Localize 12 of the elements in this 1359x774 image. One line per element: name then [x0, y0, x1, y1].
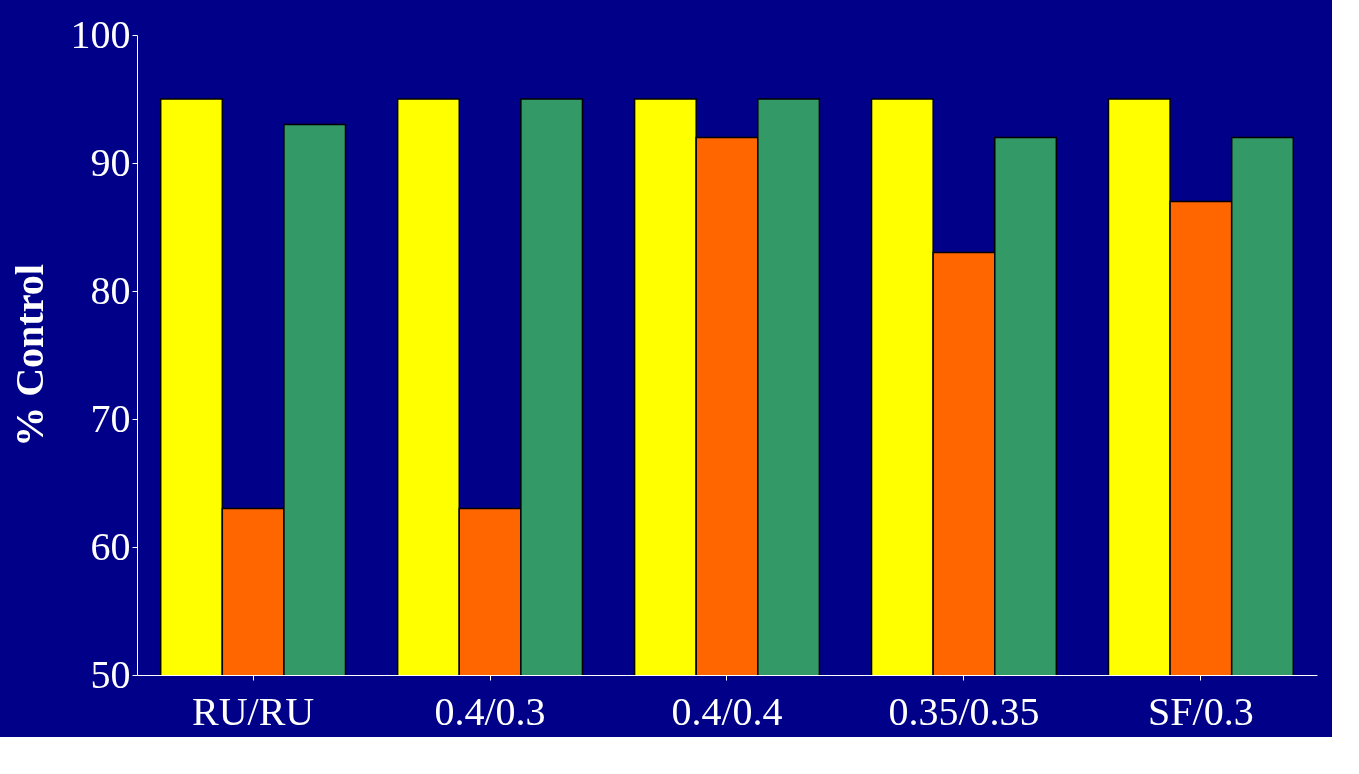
- y-tick-label: 80: [90, 267, 131, 313]
- y-tick-label: 100: [70, 11, 131, 57]
- y-tick-label: 50: [90, 651, 131, 697]
- x-tick-label: 0.35/0.35: [888, 688, 1040, 734]
- x-tick-label: SF/0.3: [1148, 688, 1254, 734]
- x-tick-label: RU/RU: [191, 688, 315, 734]
- y-tick-label: 60: [90, 523, 131, 569]
- y-axis-title: % Control: [6, 264, 52, 447]
- y-tick-label: 70: [90, 395, 131, 441]
- x-tick-label: 0.4/0.4: [671, 688, 783, 734]
- x-tick-label: 0.4/0.3: [434, 688, 546, 734]
- y-tick-label: 90: [90, 139, 131, 185]
